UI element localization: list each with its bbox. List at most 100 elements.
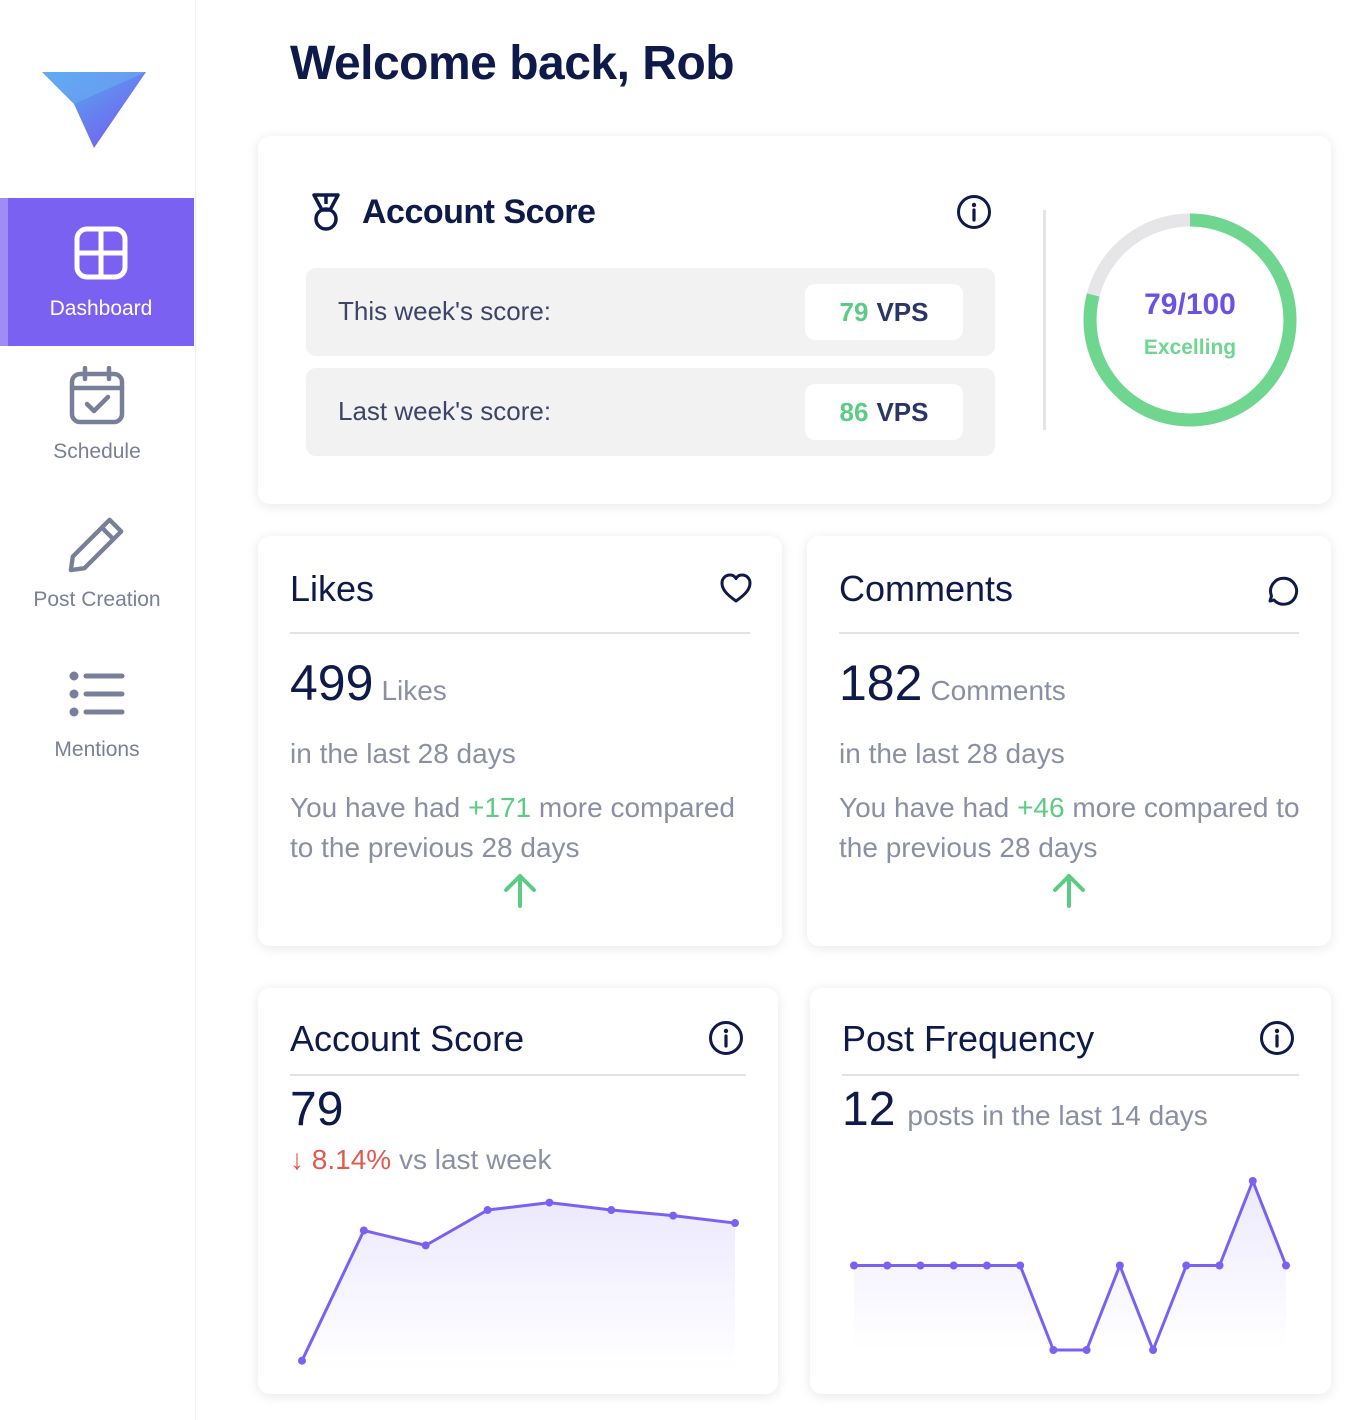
last-week-score-value: 86 VPS	[805, 384, 963, 440]
comments-delta: +46	[1017, 792, 1065, 823]
list-icon	[67, 664, 127, 724]
score-ring: 79/100 Excelling	[1083, 213, 1297, 427]
chart-point[interactable]	[1049, 1346, 1058, 1354]
chart-point[interactable]	[1215, 1261, 1224, 1270]
account-score-card: Account Score This week's score: 79 VPS …	[258, 136, 1331, 504]
chart-point[interactable]	[916, 1261, 925, 1270]
sidebar-item-label: Post Creation	[33, 588, 161, 611]
comments-title: Comments	[839, 568, 1014, 609]
this-week-score-label: This week's score:	[338, 296, 552, 326]
chart-point[interactable]	[731, 1219, 739, 1228]
info-icon[interactable]	[708, 1020, 744, 1056]
this-week-score-number: 79	[839, 296, 869, 327]
grid-icon	[71, 223, 131, 283]
comments-compare-prefix: You have had	[839, 792, 1010, 823]
last-week-score-row: Last week's score: 86 VPS	[306, 368, 995, 456]
arrow-up-icon	[1053, 874, 1085, 908]
chart-area-fill	[302, 1202, 735, 1370]
comments-period: in the last 28 days	[839, 738, 1065, 769]
score-unit: VPS	[876, 396, 929, 427]
chart-point[interactable]	[607, 1206, 616, 1215]
likes-count: 499 Likes	[290, 654, 447, 712]
chart-point[interactable]	[883, 1261, 892, 1270]
last-week-score-label: Last week's score:	[338, 396, 552, 426]
account-score-change-suffix: vs last week	[398, 1144, 552, 1175]
likes-compare-prefix: You have had	[290, 792, 461, 823]
sidebar-item-schedule[interactable]: Schedule	[0, 366, 194, 464]
divider	[290, 632, 750, 634]
likes-compare-suffix: more compared to the previous 28 days	[290, 792, 735, 863]
chart-point[interactable]	[949, 1261, 958, 1270]
info-icon[interactable]	[956, 194, 992, 230]
chart-point[interactable]	[1082, 1346, 1091, 1354]
likes-card: Likes 499 Likes in the last 28 days You h…	[258, 536, 782, 946]
post-frequency-count: 12	[842, 1083, 896, 1136]
last-week-score-number: 86	[839, 396, 869, 427]
page-title: Welcome back, Rob	[290, 37, 735, 90]
post-frequency-title: Post Frequency	[842, 1018, 1095, 1059]
post-frequency-line-chart	[850, 1177, 1290, 1354]
chart-point[interactable]	[1282, 1261, 1290, 1270]
divider	[1043, 210, 1046, 430]
this-week-score-row: This week's score: 79 VPS	[306, 268, 995, 356]
chart-point[interactable]	[421, 1241, 430, 1250]
chart-point[interactable]	[545, 1198, 554, 1207]
comments-count-value: 182	[839, 655, 923, 711]
likes-period: in the last 28 days	[290, 738, 516, 769]
post-frequency-subtitle: posts in the last 14 days	[907, 1100, 1208, 1131]
logo-icon	[42, 72, 146, 148]
medal-icon	[312, 193, 340, 231]
sidebar-item-post-creation[interactable]: Post Creation	[0, 514, 194, 612]
likes-delta: +171	[468, 792, 532, 823]
divider	[290, 1074, 746, 1076]
score-ring-status: Excelling	[1144, 336, 1236, 359]
likes-count-value: 499	[290, 655, 374, 711]
chart-point[interactable]	[1182, 1261, 1191, 1270]
comment-icon	[1268, 576, 1299, 606]
account-score-chart-value: 79	[290, 1083, 344, 1136]
likes-comparison: You have had +171 more compared to the p…	[290, 788, 760, 868]
comments-card: Comments 182 Comments in the last 28 days…	[807, 536, 1331, 946]
sidebar-item-label: Dashboard	[49, 297, 153, 320]
sidebar-item-dashboard[interactable]: Dashboard	[0, 198, 194, 346]
chart-point[interactable]	[850, 1261, 858, 1270]
chart-point[interactable]	[298, 1356, 306, 1365]
chart-series-line	[300, 1201, 736, 1362]
account-score-change: ↓ 8.14%	[290, 1144, 392, 1175]
comments-comparison: You have had +46 more compared to the pr…	[839, 788, 1309, 868]
chart-point[interactable]	[483, 1206, 492, 1215]
likes-title: Likes	[290, 568, 375, 609]
sidebar-item-label: Schedule	[53, 440, 141, 463]
chart-point[interactable]	[982, 1261, 991, 1270]
chart-point[interactable]	[669, 1211, 678, 1220]
sidebar-item-mentions[interactable]: Mentions	[0, 664, 194, 762]
account-score-line-chart	[298, 1198, 739, 1370]
post-frequency-chart-card: Post Frequency 12 posts in the last 14 da…	[810, 988, 1331, 1394]
chart-point[interactable]	[1115, 1261, 1124, 1270]
comments-compare-suffix: more compared to the previous 28 days	[839, 792, 1300, 863]
heart-icon	[720, 573, 752, 603]
score-ring-value: 79/100	[1144, 288, 1236, 321]
chart-point[interactable]	[1016, 1261, 1025, 1270]
account-score-header: Account Score	[308, 192, 596, 232]
chart-area-fill	[854, 1181, 1286, 1350]
account-score-trend: ↓ 8.14% vs last week	[290, 1144, 551, 1176]
score-ring-progress	[1083, 213, 1297, 427]
chart-point[interactable]	[1248, 1177, 1257, 1185]
account-score-chart-card: Account Score 79 ↓ 8.14% vs last week	[258, 988, 778, 1394]
info-icon[interactable]	[1259, 1020, 1295, 1056]
account-score-chart-title: Account Score	[290, 1018, 525, 1059]
pencil-icon	[67, 514, 127, 574]
sidebar-item-label: Mentions	[54, 738, 140, 761]
score-unit: VPS	[876, 296, 929, 327]
chart-series-line	[854, 1179, 1288, 1352]
calendar-icon	[67, 366, 127, 426]
account-score-title: Account Score	[362, 192, 596, 231]
comments-count: 182 Comments	[839, 654, 1066, 712]
chart-point[interactable]	[359, 1226, 368, 1235]
chart-point[interactable]	[1149, 1346, 1158, 1354]
sidebar: Dashboard Schedule Post Creation	[0, 0, 196, 1420]
comments-unit: Comments	[930, 675, 1066, 706]
likes-unit: Likes	[381, 675, 447, 706]
divider	[842, 1074, 1299, 1076]
